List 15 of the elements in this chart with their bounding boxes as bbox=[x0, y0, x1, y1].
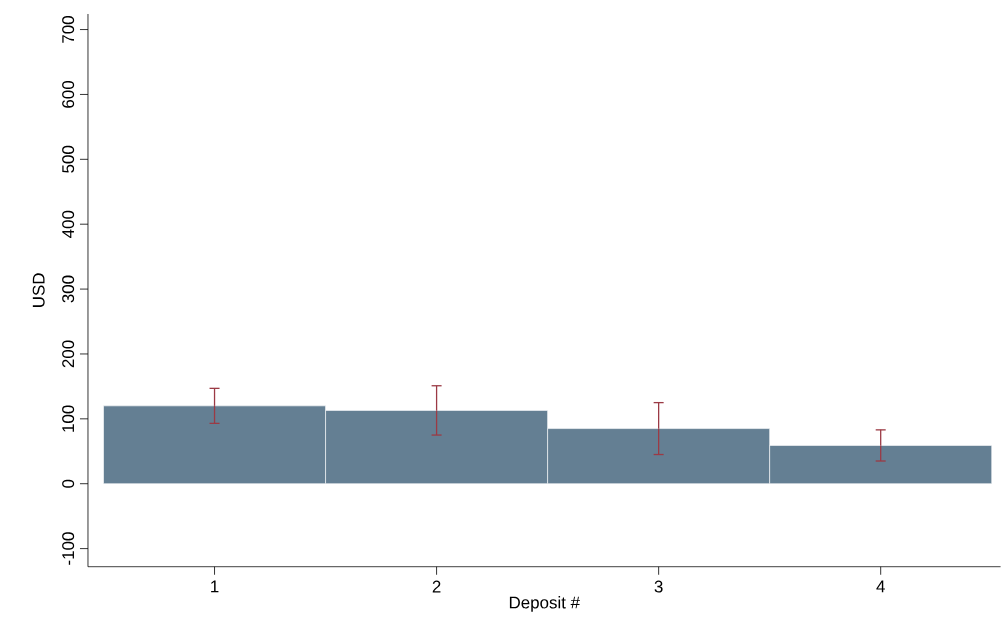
x-tick-label: 2 bbox=[432, 580, 441, 593]
y-tick-label: 500 bbox=[62, 145, 75, 173]
y-tick-label: 600 bbox=[62, 81, 75, 108]
y-axis-title: USD bbox=[32, 273, 45, 308]
x-tick-label: 3 bbox=[654, 580, 663, 593]
y-tick-label: 200 bbox=[62, 340, 75, 368]
x-axis-title: Deposit # bbox=[509, 596, 580, 612]
y-tick-label: 400 bbox=[62, 210, 75, 239]
x-tick-label: 1 bbox=[211, 580, 219, 593]
y-tick-label: 0 bbox=[62, 479, 75, 488]
y-tick-label: 700 bbox=[62, 16, 75, 43]
x-tick-label: 4 bbox=[876, 580, 885, 593]
y-tick-label: -100 bbox=[62, 532, 75, 565]
y-tick-label: 100 bbox=[62, 405, 75, 432]
y-tick-label: 300 bbox=[62, 275, 75, 303]
